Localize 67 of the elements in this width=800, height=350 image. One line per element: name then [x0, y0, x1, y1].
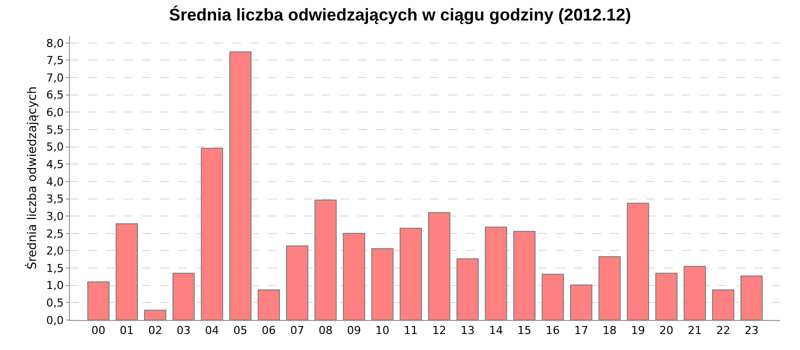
bar	[116, 223, 138, 320]
y-tick-label: 5,5	[46, 123, 64, 136]
bar	[513, 230, 536, 320]
bar	[542, 274, 564, 320]
y-tick-label: 6,5	[46, 88, 64, 102]
x-tick-label: 00	[91, 324, 106, 338]
y-tick-label: 3,5	[46, 192, 64, 206]
y-tick-label: 1,0	[46, 279, 64, 292]
bar	[200, 148, 224, 320]
bar	[371, 248, 394, 320]
x-tick-label: 03	[176, 324, 191, 338]
x-tick-label: 02	[148, 324, 162, 338]
x-tick-label: 17	[574, 324, 588, 338]
y-tick-label: 7,5	[46, 54, 64, 68]
x-tick-label: 01	[120, 324, 134, 338]
bar	[684, 266, 706, 320]
bar	[712, 289, 734, 320]
bar	[655, 272, 678, 320]
y-tick-label: 4,0	[46, 175, 64, 188]
y-tick-label: 1,5	[46, 262, 64, 275]
bar	[342, 232, 366, 320]
bar	[258, 289, 280, 320]
y-axis-title: Średnia liczba odwiedzających	[24, 86, 39, 270]
y-tick-label: 0,0	[46, 314, 64, 327]
bar	[626, 202, 650, 320]
y-tick-label: 3,0	[46, 210, 64, 223]
y-tick-label: 2,0	[46, 244, 64, 258]
x-tick-label: 08	[318, 324, 333, 338]
x-tick-label: 19	[631, 324, 645, 338]
x-tick-label: 23	[744, 324, 759, 338]
x-tick-label: 21	[688, 324, 702, 338]
bar	[740, 276, 763, 320]
bar	[570, 284, 592, 320]
bar	[144, 310, 166, 320]
bar	[484, 226, 508, 320]
x-tick-label: 05	[233, 324, 248, 338]
bar	[456, 258, 479, 320]
x-tick-label: 18	[602, 324, 617, 338]
y-tick-label: 0,5	[46, 296, 64, 310]
bar	[598, 256, 621, 320]
bar	[400, 228, 422, 320]
y-tick-label: 5,0	[46, 140, 64, 154]
x-tick-label: 07	[290, 324, 304, 338]
x-tick-label: 15	[517, 324, 532, 338]
bar	[87, 281, 110, 320]
x-tick-label: 20	[659, 324, 674, 338]
x-tick-label: 16	[546, 324, 560, 338]
x-tick-label: 14	[489, 324, 503, 338]
x-tick-label: 22	[716, 324, 730, 338]
x-tick-label: 04	[205, 324, 219, 338]
y-tick-label: 8,0	[46, 36, 64, 50]
y-tick-label: 7,0	[46, 71, 64, 84]
x-tick-label: 12	[432, 324, 446, 338]
bar	[229, 51, 252, 320]
x-tick-label: 09	[347, 324, 361, 338]
bar	[428, 212, 450, 320]
x-tick-label: 11	[404, 324, 418, 338]
bar	[314, 200, 337, 320]
x-tick-label: 06	[262, 324, 276, 338]
bar	[286, 245, 308, 320]
y-tick-label: 2,5	[46, 227, 64, 240]
y-tick-label: 6,0	[46, 106, 64, 120]
bar	[172, 272, 195, 320]
y-tick-label: 4,5	[46, 158, 64, 171]
chart-title: Średnia liczba odwiedzających w ciągu godziny (2012.12)	[169, 4, 631, 25]
x-tick-label: 10	[375, 324, 390, 338]
x-tick-label: 13	[460, 324, 475, 338]
